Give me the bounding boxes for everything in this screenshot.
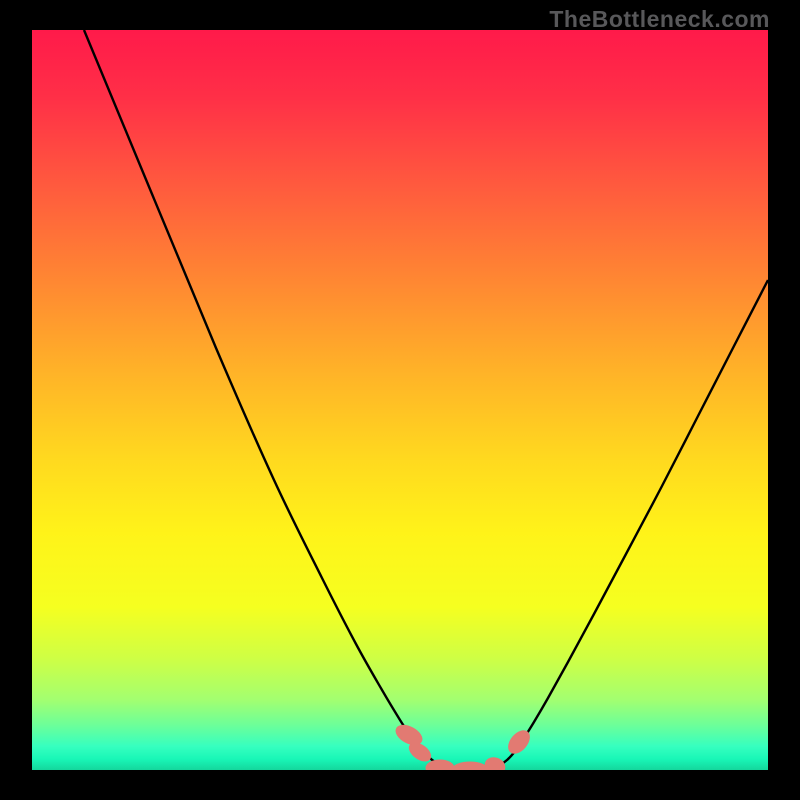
bottleneck-curve bbox=[84, 30, 768, 769]
curve-layer bbox=[32, 30, 768, 770]
marker-segment bbox=[483, 755, 507, 770]
watermark-text: TheBottleneck.com bbox=[549, 6, 770, 33]
plot-area bbox=[32, 30, 768, 770]
marker-segment bbox=[426, 760, 454, 770]
markers-group bbox=[393, 721, 534, 770]
chart-frame: TheBottleneck.com bbox=[0, 0, 800, 800]
marker-segment bbox=[452, 762, 488, 770]
